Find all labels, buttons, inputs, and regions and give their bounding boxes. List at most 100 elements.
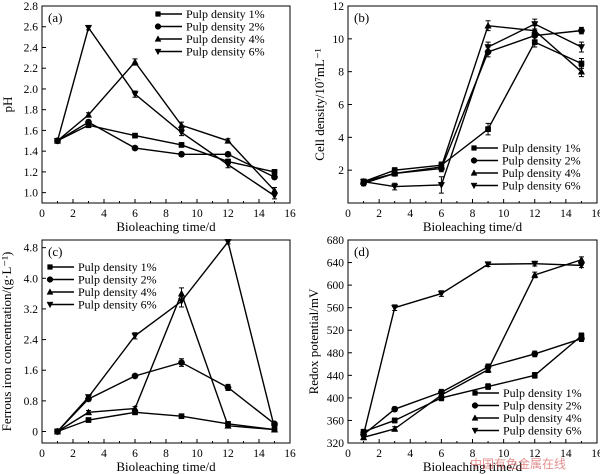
data-point-marker-1 — [84, 408, 93, 416]
x-tick-label: 16 — [591, 448, 600, 460]
legend-marker-marker-1 — [471, 402, 479, 409]
legend: Pulp density 1%Pulp density 2%Pulp densi… — [154, 7, 265, 59]
data-point-marker-4 — [531, 271, 539, 278]
legend-marker-marker-2 — [154, 35, 162, 42]
data-point-marker-3 — [178, 150, 185, 158]
series-line — [57, 291, 275, 433]
data-point-marker-0 — [53, 428, 62, 436]
legend-label: Pulp density 2% — [503, 399, 582, 413]
x-tick-label: 10 — [498, 448, 510, 460]
data-point-marker-0 — [359, 178, 368, 186]
x-tick-label: 16 — [284, 208, 296, 220]
data-point-marker-4 — [531, 21, 539, 28]
legend-label: Pulp density 1% — [503, 386, 582, 400]
data-point-marker-5 — [271, 173, 278, 181]
y-tick-label: 440 — [327, 370, 345, 382]
data-point-marker-3 — [178, 359, 185, 366]
data-point-marker-0 — [359, 431, 368, 439]
series-line — [363, 23, 582, 188]
y-tick-label: 1.0 — [24, 188, 39, 200]
legend-marker-marker-3 — [154, 48, 162, 56]
data-point-marker-1 — [391, 417, 398, 424]
x-tick-label: 14 — [560, 448, 572, 460]
data-point-marker-1 — [85, 118, 92, 126]
y-tick-label: 10 — [333, 34, 345, 46]
y-tick-label: 4.0 — [24, 273, 39, 285]
x-axis-title: Bioleaching time/d — [116, 459, 216, 474]
x-tick-label: 0 — [39, 208, 45, 220]
x-tick-label: 6 — [132, 448, 138, 460]
legend-marker-marker-0 — [471, 145, 477, 151]
data-point-marker-5 — [270, 192, 279, 200]
series-line — [363, 338, 582, 436]
legend: Pulp density 1%Pulp density 2%Pulp densi… — [46, 260, 157, 312]
legend-label: Pulp density 6% — [186, 45, 265, 59]
panel-label: (b) — [354, 10, 369, 25]
data-point-marker-1 — [391, 424, 399, 432]
data-point-marker-3 — [484, 44, 492, 51]
data-point-marker-1 — [391, 405, 399, 413]
series-line — [57, 124, 275, 173]
x-tick-label: 14 — [253, 448, 265, 460]
x-tick-label: 8 — [470, 448, 476, 460]
data-point-marker-3 — [485, 126, 491, 132]
x-tick-label: 4 — [407, 448, 413, 460]
series-line — [363, 41, 582, 183]
data-point-marker-5 — [270, 424, 279, 432]
legend-label: Pulp density 6% — [502, 179, 581, 193]
y-tick-label: 2.6 — [24, 22, 39, 34]
legend-marker-marker-1 — [470, 157, 478, 164]
series-line — [56, 26, 275, 197]
data-point-marker-1 — [85, 417, 92, 423]
data-point-marker-2 — [437, 391, 445, 398]
data-point-marker-2 — [131, 404, 139, 412]
x-tick-label: 8 — [470, 208, 476, 220]
data-point-marker-2 — [437, 182, 445, 189]
y-tick-label: 3.2 — [24, 304, 39, 316]
legend: Pulp density 1%Pulp density 2%Pulp densi… — [470, 141, 581, 193]
x-axis-title: Bioleaching time/d — [423, 459, 523, 474]
y-tick-label: 560 — [327, 303, 345, 315]
x-tick-label: 6 — [439, 208, 445, 220]
data-point-marker-5 — [577, 44, 586, 51]
data-point-marker-4 — [224, 384, 232, 391]
legend-marker-marker-0 — [47, 264, 53, 270]
data-point-marker-2 — [131, 58, 139, 65]
x-tick-label: 2 — [70, 208, 76, 220]
x-tick-label: 12 — [529, 208, 541, 220]
x-tick-label: 2 — [376, 208, 382, 220]
legend-label: Pulp density 1% — [502, 141, 581, 155]
y-tick-label: 2 — [338, 165, 344, 177]
x-axis-title: Bioleaching time/d — [116, 219, 216, 234]
data-point-marker-3 — [484, 365, 492, 373]
data-point-marker-5 — [578, 60, 585, 67]
panel-d: 0 2 4 6 8 10 12 14 16 320 360 400 440 480 520 560 600 640… — [306, 235, 600, 474]
data-point-marker-2 — [131, 144, 139, 152]
x-tick-label: 12 — [222, 208, 234, 220]
data-point-marker-3 — [484, 261, 492, 269]
data-point-marker-3 — [178, 413, 185, 420]
data-point-marker-4 — [531, 260, 539, 268]
data-point-marker-4 — [224, 136, 232, 144]
y-tick-label: 1.8 — [24, 105, 39, 117]
series-line — [57, 411, 275, 433]
legend-label: Pulp density 4% — [502, 166, 581, 180]
y-tick-label: 2.0 — [24, 84, 39, 96]
y-tick-label: 12 — [333, 1, 345, 13]
x-tick-label: 8 — [163, 448, 169, 460]
y-tick-label: 2.4 — [24, 335, 39, 347]
x-axis-title: Bioleaching time/d — [423, 219, 523, 234]
y-tick-label: 0 — [32, 427, 38, 439]
legend-marker-marker-1 — [154, 23, 162, 30]
legend-marker-marker-1 — [46, 276, 54, 283]
data-point-marker-3 — [177, 129, 186, 137]
x-tick-label: 10 — [191, 208, 203, 220]
data-point-marker-3 — [177, 298, 186, 306]
legend-label: Pulp density 2% — [78, 273, 157, 287]
y-axis-title: Redox potential/mV — [306, 288, 321, 394]
data-point-marker-4 — [531, 372, 538, 379]
series-c-3 — [53, 239, 279, 436]
y-tick-label: 1.6 — [24, 365, 39, 377]
data-point-marker-5 — [577, 262, 586, 270]
y-tick-label: 480 — [327, 348, 345, 360]
